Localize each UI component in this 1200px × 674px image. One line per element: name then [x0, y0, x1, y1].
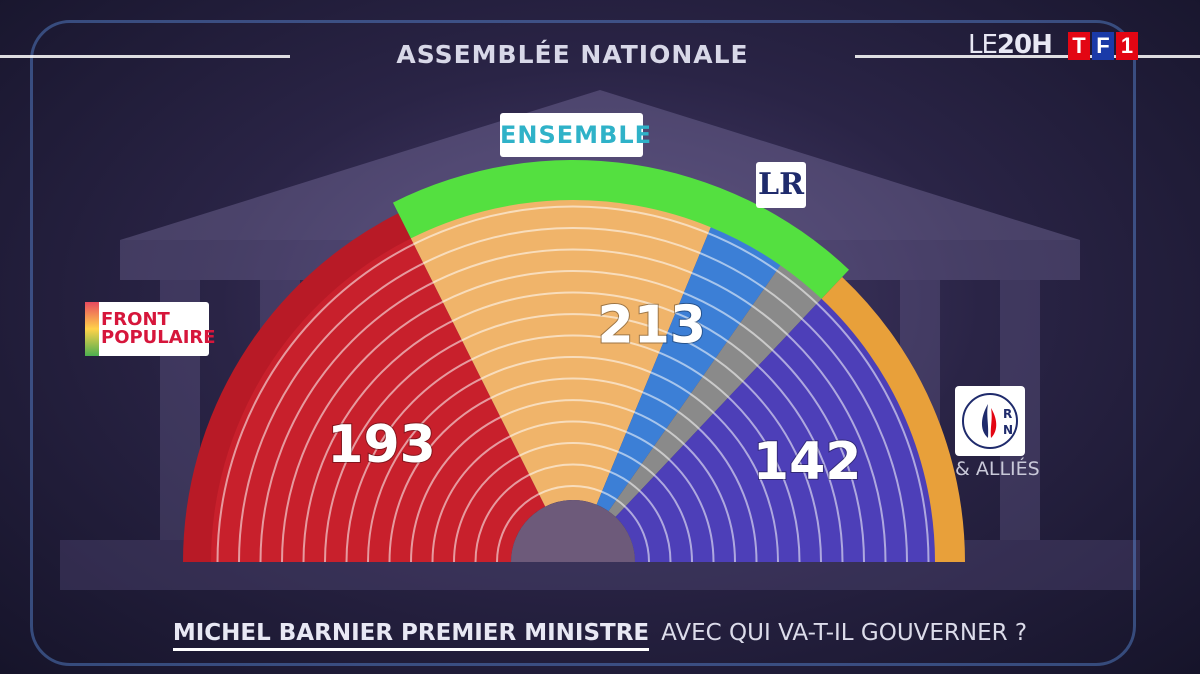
- seat-count-label: 213: [598, 296, 707, 356]
- tf1-logo: T F 1: [1068, 32, 1138, 60]
- nfp-logo-line2: POPULAIRE: [101, 327, 216, 348]
- seat-count-label: 142: [753, 432, 862, 492]
- ensemble-logo: ENSEMBLE: [500, 113, 651, 157]
- nfp-sector: [211, 238, 546, 562]
- rn-outer-halo: [818, 276, 965, 562]
- screen-frame: [30, 20, 1136, 666]
- rn-logo: R N: [955, 386, 1025, 456]
- tf1-letter: 1: [1116, 32, 1138, 60]
- seat-row-line: [431, 420, 715, 563]
- rn-letter-n: N: [1003, 423, 1013, 437]
- ticker-subline: AVEC QUI VA-T-IL GOUVERNER ?: [661, 620, 1028, 646]
- seat-count-label: 193: [327, 415, 436, 475]
- nfp-color-bar: [85, 302, 99, 356]
- nfp-logo: FRONT POPULAIRE: [85, 302, 216, 356]
- majority-highlight-arc: [392, 160, 849, 303]
- seat-row-line: [453, 442, 693, 563]
- seat-row-line: [324, 313, 822, 563]
- seat-row-line: [367, 356, 779, 563]
- news-ticker: MICHEL BARNIER PREMIER MINISTRE AVEC QUI …: [0, 620, 1200, 654]
- title-rule-right: [855, 55, 1200, 58]
- show-logo: LE20H: [968, 30, 1053, 60]
- page-title: ASSEMBLÉE NATIONALE: [396, 40, 749, 69]
- seat-row-line: [388, 377, 758, 563]
- nfp-outer-halo: [183, 213, 414, 562]
- seat-row-line: [345, 334, 801, 563]
- tf1-letter: F: [1092, 32, 1114, 60]
- seat-row-line: [474, 463, 672, 563]
- tf1-letter: T: [1068, 32, 1090, 60]
- seat-row-line: [302, 291, 844, 563]
- seat-row-line: [496, 485, 650, 563]
- rn-allies-label: & ALLIÉS: [955, 458, 1040, 480]
- hemicycle-center: [511, 500, 635, 562]
- rn-letter-r: R: [1003, 407, 1012, 421]
- title-rule-left: [0, 55, 290, 58]
- seat-row-line: [216, 205, 930, 563]
- sector-ensemble: [410, 200, 711, 507]
- rn-flame-icon: R N: [962, 393, 1018, 449]
- nfp-logo-line1: FRONT: [101, 309, 170, 330]
- seat-row-line: [281, 270, 865, 563]
- lr-logo: LR: [756, 162, 806, 208]
- seat-row-line: [259, 248, 887, 563]
- seat-row-line: [238, 227, 908, 563]
- seat-row-line: [410, 399, 736, 563]
- ticker-headline: MICHEL BARNIER PREMIER MINISTRE: [172, 620, 650, 651]
- rn-sector: [615, 298, 935, 562]
